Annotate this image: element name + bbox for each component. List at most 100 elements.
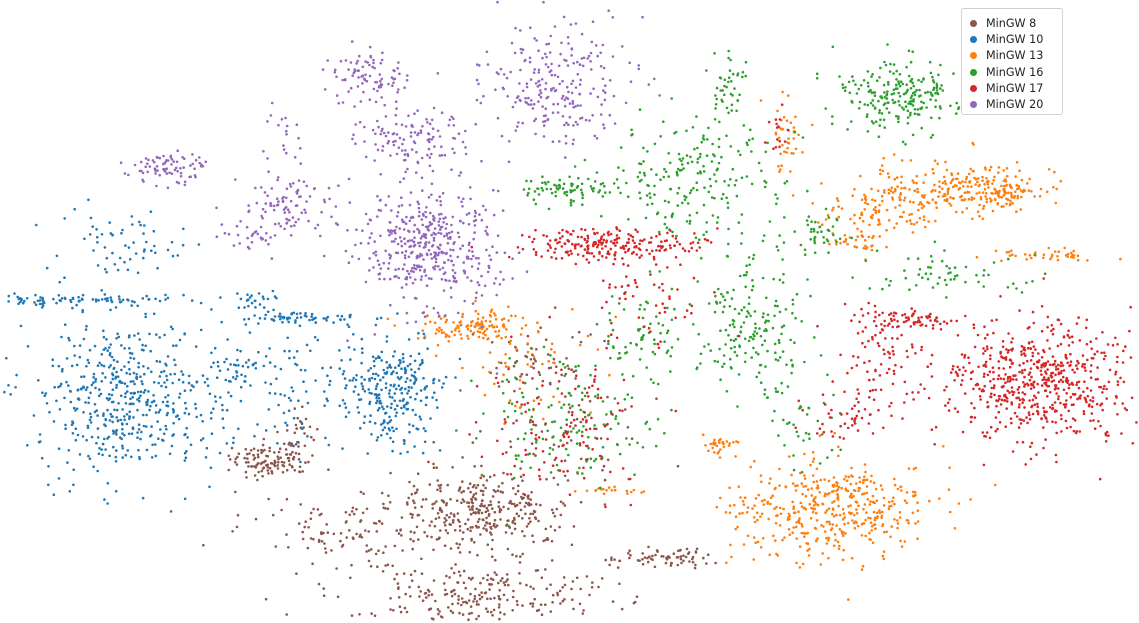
- data-point: [201, 437, 205, 440]
- data-point: [728, 486, 731, 490]
- data-point: [486, 597, 489, 601]
- data-point: [649, 196, 652, 199]
- data-point: [841, 532, 844, 535]
- data-point: [916, 520, 920, 523]
- data-point: [703, 237, 707, 241]
- data-point: [444, 335, 448, 339]
- data-point: [140, 430, 143, 434]
- data-point: [760, 499, 764, 503]
- data-point: [96, 414, 99, 417]
- data-point: [703, 186, 706, 189]
- data-point: [546, 353, 550, 356]
- data-point: [348, 529, 351, 532]
- data-point: [380, 491, 384, 495]
- data-point: [740, 308, 743, 312]
- data-point: [404, 387, 407, 391]
- data-point: [867, 516, 870, 520]
- data-point: [577, 176, 580, 180]
- data-point: [702, 134, 705, 137]
- data-point: [114, 306, 118, 309]
- data-point: [880, 164, 884, 167]
- data-point: [409, 537, 412, 541]
- data-point: [1014, 254, 1017, 258]
- data-point: [838, 237, 842, 241]
- data-point: [108, 221, 111, 224]
- data-point: [436, 406, 439, 409]
- data-point: [529, 503, 533, 506]
- data-point: [999, 295, 1002, 298]
- data-point: [1051, 332, 1055, 336]
- data-point: [580, 430, 584, 434]
- data-point: [922, 181, 925, 184]
- data-point: [707, 126, 710, 130]
- data-point: [674, 130, 678, 134]
- data-point: [660, 555, 663, 558]
- data-point: [907, 257, 910, 260]
- data-point: [272, 319, 276, 323]
- data-point: [749, 128, 752, 132]
- data-point: [801, 136, 805, 139]
- data-point: [1015, 378, 1018, 381]
- data-point: [434, 332, 438, 335]
- data-point: [364, 529, 367, 532]
- data-point: [502, 317, 506, 321]
- data-point: [605, 489, 608, 492]
- data-point: [142, 391, 146, 394]
- data-point: [721, 310, 725, 314]
- data-point: [782, 507, 785, 511]
- data-point: [773, 304, 777, 308]
- data-point: [878, 111, 881, 115]
- data-point: [170, 444, 174, 448]
- data-point: [822, 236, 825, 239]
- data-point: [885, 208, 889, 212]
- data-point: [1101, 331, 1104, 334]
- data-point: [273, 365, 277, 368]
- data-point: [986, 183, 990, 186]
- data-point: [726, 206, 730, 210]
- data-point: [151, 443, 154, 447]
- data-point: [256, 478, 259, 482]
- data-point: [905, 65, 908, 69]
- data-point: [1047, 168, 1051, 171]
- data-point: [984, 360, 988, 364]
- data-point: [846, 128, 849, 131]
- data-point: [275, 377, 278, 381]
- data-point: [469, 529, 472, 533]
- data-point: [808, 547, 811, 551]
- data-point: [575, 431, 579, 434]
- data-point: [546, 537, 549, 540]
- data-point: [421, 451, 425, 455]
- data-point: [679, 548, 682, 552]
- data-point: [309, 511, 313, 515]
- data-point: [738, 274, 742, 278]
- data-point: [105, 338, 108, 341]
- data-point: [507, 401, 511, 405]
- data-point: [915, 181, 918, 185]
- data-point: [652, 381, 655, 385]
- data-point: [992, 331, 995, 335]
- data-point: [249, 449, 253, 452]
- data-point: [126, 384, 129, 388]
- data-point: [938, 497, 941, 500]
- data-point: [490, 533, 493, 536]
- data-point: [1023, 375, 1026, 379]
- data-point: [1003, 399, 1006, 402]
- data-point: [1033, 394, 1036, 398]
- data-point: [400, 376, 403, 379]
- data-point: [746, 506, 750, 509]
- data-point: [984, 363, 987, 366]
- data-point: [713, 451, 716, 454]
- data-point: [754, 322, 757, 326]
- data-point: [804, 484, 808, 488]
- data-point: [428, 524, 432, 527]
- data-point: [264, 313, 268, 317]
- data-point: [553, 514, 557, 518]
- data-point: [509, 445, 513, 449]
- data-point: [496, 489, 500, 493]
- data-point: [178, 392, 182, 396]
- data-point: [400, 367, 403, 371]
- data-point: [310, 315, 313, 318]
- data-point: [109, 412, 112, 416]
- data-point: [1031, 280, 1034, 283]
- data-point: [1029, 359, 1033, 362]
